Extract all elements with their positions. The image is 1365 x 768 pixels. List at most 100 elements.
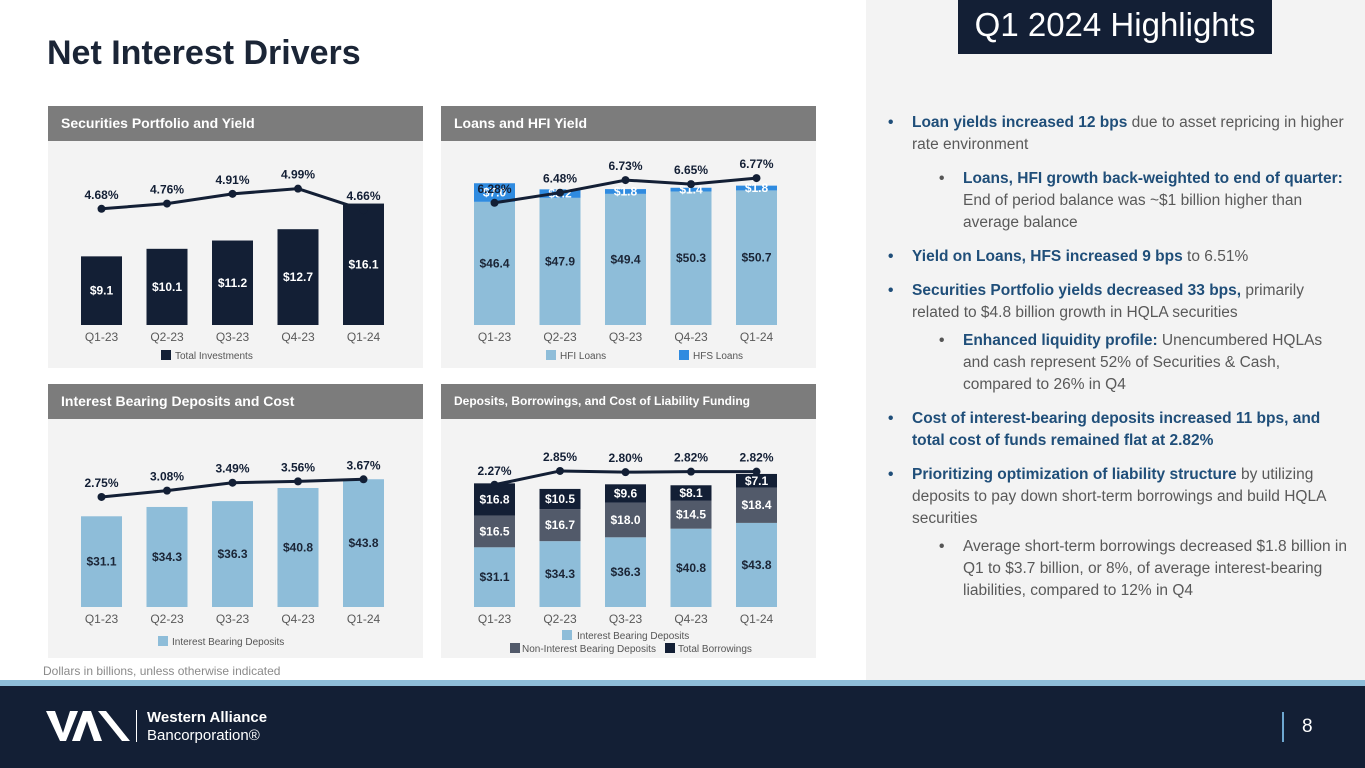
data-label: $49.4 [610, 252, 640, 266]
page-number: 8 [1302, 716, 1313, 737]
data-label: $18.4 [741, 498, 771, 512]
bar-hfi-loans-q1-24 [736, 190, 777, 325]
yield-label: 4.91% [215, 173, 249, 187]
yield-point [490, 480, 499, 489]
yield-label: 2.85% [543, 450, 577, 464]
data-label: $9.6 [614, 487, 638, 501]
bar-non-interest-bearing-deposits-q2-23 [539, 509, 581, 542]
yield-point [228, 478, 237, 487]
bar-interest-bearing-deposits-q1-23 [474, 547, 515, 607]
securities-chart-panel: Securities Portfolio and Yield $9.1 Q1-23… [48, 106, 423, 368]
data-label: $1.4 [679, 183, 703, 197]
data-label: $11.2 [218, 276, 248, 290]
x-tick-label: Q3-23 [216, 612, 250, 626]
data-label: $36.3 [217, 547, 247, 561]
yield-point [163, 199, 171, 208]
bar-total-investments-q3-23 [212, 240, 253, 325]
legend-swatch [562, 630, 572, 640]
legend-label: Interest Bearing Deposits [577, 631, 689, 642]
yield-label: 2.82% [674, 451, 708, 465]
bar-interest-bearing-deposits-q2-23 [539, 541, 581, 607]
legend-swatch [158, 636, 168, 646]
x-tick-label: Q2-23 [150, 330, 184, 344]
funding-chart-title: Deposits, Borrowings, and Cost of Liabil… [441, 384, 816, 419]
legend-label: Total Investments [175, 351, 253, 362]
footer-bar [0, 686, 1365, 768]
data-label: $31.1 [86, 555, 116, 569]
funding-chart: $31.1 $16.5 $16.8 Q1-23 $34.3 $16.7 $10.5 Q2-23… [474, 450, 777, 655]
x-tick-label: Q1-23 [85, 612, 119, 626]
sub-bullet: Average short-term borrowings decreased … [939, 536, 1348, 602]
data-label: $7.1 [745, 474, 769, 488]
bar-total-investments-q2-23 [146, 248, 188, 325]
yield-point [97, 492, 106, 501]
deposits-chart-panel: Interest Bearing Deposits and Cost $31.1… [48, 384, 423, 658]
legend-label: Total Borrowings [678, 644, 752, 655]
bar-hfi-loans-q1-23 [474, 201, 515, 325]
data-label: $43.8 [741, 558, 771, 572]
deposits-chart: $31.1 Q1-23 $34.3 Q2-23 $36.3 Q3-23 $40.8 Q4-23… [81, 458, 384, 648]
yield-label: 2.75% [84, 476, 118, 490]
data-label: $16.7 [545, 518, 575, 532]
x-tick-label: Q1-23 [85, 330, 119, 344]
yield-point [621, 176, 630, 185]
yield-label: 4.99% [281, 168, 315, 182]
bar-total-borrowings-q3-23 [605, 484, 646, 503]
securities-chart: $9.1 Q1-23 $10.1 Q2-23 $11.2 Q3-23 $12.7 Q4-23 $… [81, 168, 384, 362]
bar-hfi-loans-q4-23 [670, 191, 712, 325]
yield-point [163, 486, 171, 495]
data-label: $14.5 [676, 508, 706, 522]
bar-interest-bearing-deposits-q1-24 [343, 479, 384, 607]
data-label: $16.5 [479, 524, 509, 538]
bullet: Yield on Loans, HFS increased 9 bps to 6… [888, 246, 1348, 268]
yield-label: 2.27% [477, 464, 511, 478]
data-label: $8.1 [679, 486, 703, 500]
yield-point [294, 184, 302, 193]
x-tick-label: Q4-23 [281, 330, 315, 344]
x-tick-label: Q1-24 [740, 330, 774, 344]
x-tick-label: Q4-23 [674, 330, 708, 344]
data-label: $36.3 [610, 565, 640, 579]
bar-total-borrowings-q2-23 [539, 488, 581, 510]
bar-interest-bearing-deposits-q2-23 [146, 506, 188, 607]
bar-total-investments-q1-24 [343, 203, 384, 325]
bar-non-interest-bearing-deposits-q4-23 [670, 500, 712, 529]
page-title: Net Interest Drivers [47, 34, 361, 72]
company-subname: Bancorporation® [147, 727, 260, 744]
yield-point [490, 198, 499, 207]
footer-accent-strip [0, 680, 1365, 686]
company-logo-icon [46, 711, 130, 741]
yield-point [621, 468, 630, 477]
data-label: $10.5 [545, 492, 575, 506]
data-label: $9.1 [90, 284, 114, 298]
legend-swatch [510, 643, 520, 653]
x-tick-label: Q2-23 [150, 612, 184, 626]
bullet: Cost of interest-bearing deposits increa… [888, 408, 1348, 452]
bar-interest-bearing-deposits-q4-23 [670, 528, 712, 607]
data-label: $46.4 [479, 256, 509, 270]
x-tick-label: Q3-23 [609, 330, 643, 344]
data-label: $10.1 [152, 280, 182, 294]
highlights-badge: Q1 2024 Highlights [958, 0, 1272, 54]
page-number-divider [1282, 712, 1284, 742]
data-label: $12.7 [283, 270, 313, 284]
data-label: $40.8 [676, 561, 706, 575]
data-label: $7.0 [483, 186, 507, 200]
data-label: $47.9 [545, 254, 575, 268]
legend-label: HFS Loans [693, 351, 743, 362]
bar-interest-bearing-deposits-q3-23 [212, 501, 253, 607]
loans-chart-title: Loans and HFI Yield [441, 106, 816, 141]
yield-point [556, 188, 564, 197]
bullet: Prioritizing optimization of liability s… [888, 464, 1348, 530]
bar-hfi-loans-q3-23 [605, 193, 646, 325]
x-tick-label: Q2-23 [543, 612, 577, 626]
bar-hfs-loans-q1-24 [736, 185, 777, 191]
highlights-list: Loan yields increased 12 bps due to asse… [888, 112, 1348, 614]
yield-label: 6.65% [674, 163, 708, 177]
yield-point [359, 475, 368, 484]
loans-chart-panel: Loans and HFI Yield $46.4 $7.0 Q1-23 $47.9 $… [441, 106, 816, 368]
data-label: $43.8 [348, 536, 378, 550]
data-label: $16.8 [479, 492, 509, 506]
legend-swatch [161, 350, 171, 360]
yield-point [752, 467, 761, 476]
